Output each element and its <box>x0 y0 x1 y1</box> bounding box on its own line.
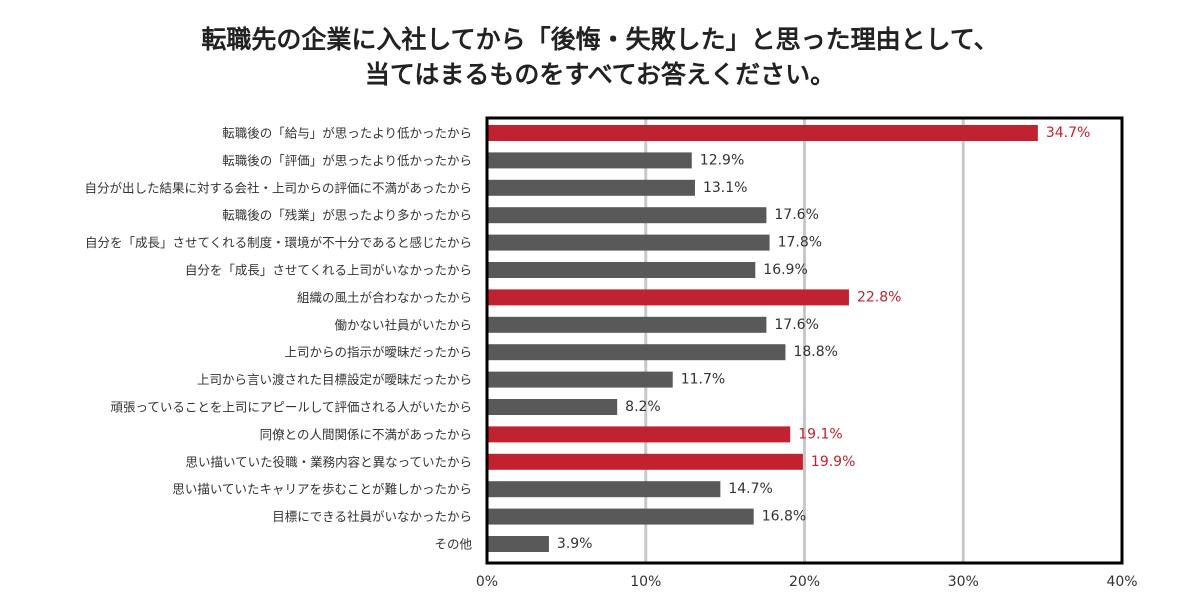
value-label-13: 19.9% <box>811 454 855 470</box>
x-tick-label-40: 40% <box>1106 574 1137 590</box>
category-label-15: 目標にできる社員がいなかったから <box>272 509 472 524</box>
bar-11 <box>487 399 618 415</box>
category-label-9: 上司からの指示が曖昧だったから <box>284 345 472 360</box>
bar-1 <box>487 125 1038 141</box>
value-label-4: 17.6% <box>774 207 818 223</box>
value-labels: 34.7% 12.9% 13.1% 17.6% 17.8% 16.9% 22.8% 17.6%… <box>557 125 1090 552</box>
value-label-12: 19.1% <box>798 426 842 442</box>
bar-15 <box>487 508 754 525</box>
x-axis-tick-labels: 0% 10% 20% 30% 40% <box>476 574 1138 590</box>
bar-2 <box>487 152 692 169</box>
bar-3 <box>487 179 695 196</box>
value-label-1: 34.7% <box>1046 125 1090 141</box>
chart-title: 転職先の企業に入社してから「後悔・失敗した」と思った理由として、 当てはまるもの… <box>0 22 1200 92</box>
value-label-9: 18.8% <box>793 344 837 360</box>
chart-title-line-2: 当てはまるものをすべてお答えください。 <box>364 60 836 89</box>
value-label-6: 16.9% <box>763 262 807 278</box>
bar-16 <box>487 536 549 552</box>
bar-4 <box>487 207 767 224</box>
value-label-16: 3.9% <box>557 536 593 552</box>
category-label-7: 組織の風土が合わなかったから <box>297 290 472 305</box>
bar-9 <box>487 344 786 361</box>
category-label-13: 思い描いていた役職・業務内容と異なっていたから <box>185 454 472 469</box>
value-label-10: 11.7% <box>681 372 725 388</box>
chart-title-line-1: 転職先の企業に入社してから「後悔・失敗した」と思った理由として、 <box>201 25 999 54</box>
x-tick-label-30: 30% <box>948 574 979 590</box>
value-label-15: 16.8% <box>762 509 806 525</box>
value-label-7: 22.8% <box>857 289 901 305</box>
bar-10 <box>487 371 673 388</box>
value-label-5: 17.8% <box>778 235 822 251</box>
plot-frame <box>485 116 1124 565</box>
category-label-14: 思い描いていたキャリアを歩むことが難しかったから <box>172 482 472 497</box>
category-label-10: 上司から言い渡された目標設定が曖昧だったから <box>197 372 472 387</box>
bar-14 <box>487 481 721 498</box>
bar-7 <box>487 289 849 306</box>
category-label-5: 自分を「成長」させてくれる制度・環境が不十分であると感じたから <box>85 235 472 250</box>
value-label-14: 14.7% <box>728 481 772 497</box>
value-label-2: 12.9% <box>700 152 744 168</box>
bars <box>487 125 1038 552</box>
x-tick-label-10: 10% <box>630 574 661 590</box>
category-labels: 転職後の「給与」が思ったより低かったから転職後の「評価」が思ったより低かったから… <box>84 126 472 552</box>
x-tick-label-20: 20% <box>789 574 820 590</box>
category-label-6: 自分を「成長」させてくれる上司がいなかったから <box>185 263 472 278</box>
value-label-3: 13.1% <box>703 180 747 196</box>
category-label-11: 頑張っていることを上司にアピールして評価される人がいたから <box>110 400 472 415</box>
category-label-3: 自分が出した結果に対する会社・上司からの評価に不満があったから <box>84 180 472 195</box>
category-label-4: 転職後の「残業」が思ったより多かったから <box>222 208 472 223</box>
value-label-11: 8.2% <box>625 399 661 415</box>
bar-8 <box>487 316 767 333</box>
category-label-16: その他 <box>434 537 472 552</box>
category-label-1: 転職後の「給与」が思ったより低かったから <box>222 126 472 141</box>
x-tick-label-0: 0% <box>476 574 498 590</box>
value-label-8: 17.6% <box>774 317 818 333</box>
bar-5 <box>487 234 770 251</box>
category-label-12: 同僚との人間関係に不満があったから <box>260 427 472 442</box>
bar-6 <box>487 262 756 278</box>
category-label-2: 転職後の「評価」が思ったより低かったから <box>222 153 472 168</box>
bar-12 <box>487 426 791 443</box>
bar-13 <box>487 453 803 470</box>
category-label-8: 働かない社員がいたから <box>334 317 472 332</box>
